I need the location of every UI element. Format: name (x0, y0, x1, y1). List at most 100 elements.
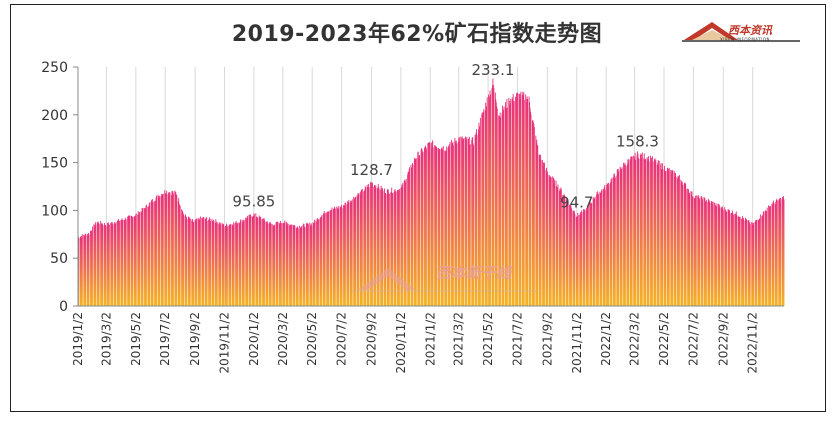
bar (209, 218, 211, 306)
bar (724, 210, 726, 306)
bar (718, 207, 719, 306)
bar (684, 182, 686, 306)
bar (479, 126, 481, 306)
bar (509, 101, 511, 306)
bar (117, 220, 118, 306)
bar (390, 192, 392, 306)
bar (758, 219, 760, 306)
bar (538, 154, 540, 306)
bar (415, 159, 417, 306)
bar (647, 158, 649, 306)
bar (577, 214, 579, 306)
bar (526, 96, 528, 306)
bar (455, 140, 457, 306)
bar (235, 222, 237, 306)
bar (576, 216, 578, 306)
bar (775, 200, 777, 306)
bar (738, 216, 740, 306)
bar (360, 195, 362, 306)
watermark-logo-icon (352, 268, 538, 292)
bar (545, 167, 547, 306)
bar (610, 179, 612, 306)
bar (132, 218, 133, 306)
bar (428, 142, 430, 306)
bar (675, 176, 677, 306)
bar (687, 191, 689, 306)
bar (690, 191, 692, 306)
bar (681, 183, 683, 306)
bar (556, 187, 558, 306)
bar (366, 184, 368, 306)
bar (770, 206, 771, 306)
bar (107, 222, 109, 306)
bar (265, 221, 267, 306)
bar (577, 212, 579, 306)
bar (424, 148, 426, 306)
bar (586, 210, 588, 306)
bar (235, 220, 237, 306)
bar (376, 187, 378, 306)
bar (179, 205, 181, 306)
bar (665, 170, 667, 306)
bar (563, 195, 565, 306)
bar (105, 225, 106, 306)
bar (505, 108, 507, 306)
bar (263, 217, 265, 306)
bar (468, 136, 470, 306)
x-tick-label: 2022/11/2 (746, 312, 760, 374)
bar (279, 220, 281, 306)
bar (350, 200, 352, 306)
bar (626, 164, 628, 306)
bar (490, 94, 491, 306)
bar (322, 213, 324, 306)
bar (653, 159, 655, 306)
bar (554, 179, 556, 306)
logo-name: 西本资讯 (728, 24, 772, 37)
bar (137, 214, 139, 306)
bar (633, 159, 635, 306)
bar (142, 210, 144, 306)
bar (395, 192, 397, 306)
bar (309, 226, 311, 306)
bar (205, 218, 207, 306)
bar (353, 198, 355, 306)
bar (781, 199, 783, 306)
bar (246, 219, 248, 306)
bar (529, 102, 531, 306)
bar (458, 137, 460, 306)
bar (128, 215, 130, 306)
bar (273, 225, 275, 306)
bar (105, 226, 107, 306)
bar (606, 183, 608, 306)
bar (667, 168, 669, 306)
bar (300, 227, 302, 306)
bar (357, 193, 359, 306)
bar (103, 225, 105, 306)
bar (131, 216, 133, 306)
bar (721, 206, 723, 306)
bar (316, 221, 317, 306)
bar (680, 179, 682, 306)
bar (368, 187, 370, 306)
bar (340, 206, 342, 306)
bar (734, 213, 736, 306)
bar (668, 168, 670, 306)
bar (393, 191, 395, 306)
bar (333, 208, 335, 306)
bar (671, 170, 673, 306)
bar (597, 191, 598, 306)
bar (154, 201, 156, 306)
bar (771, 205, 773, 306)
bar (114, 223, 116, 306)
bar (348, 200, 350, 306)
bar (304, 227, 306, 306)
bar (257, 218, 259, 306)
bar (445, 150, 447, 306)
bar (178, 198, 180, 306)
bar (488, 100, 490, 306)
bar (583, 209, 584, 306)
bar (670, 170, 672, 306)
bar (744, 220, 746, 306)
bar (204, 218, 206, 306)
bar (345, 202, 346, 306)
